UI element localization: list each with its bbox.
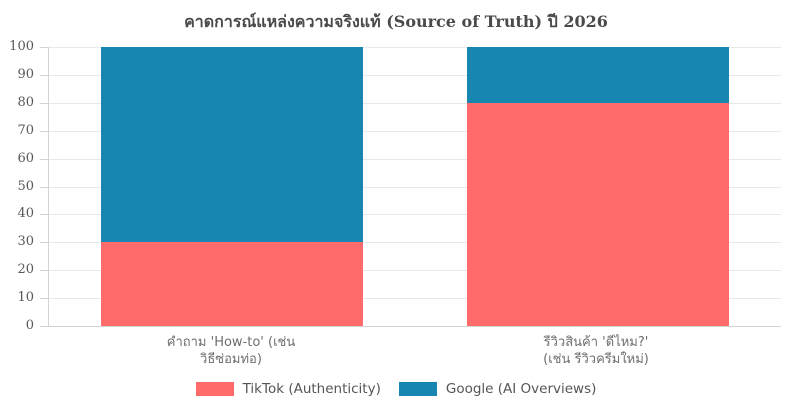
gridline <box>49 102 781 104</box>
y-tick-label: 50 <box>17 178 34 194</box>
gridline <box>49 242 781 244</box>
y-tick <box>40 186 48 188</box>
x-tick-label-line: รีวิวสินค้า 'ดีไหม?' <box>543 335 649 350</box>
y-tick-label: 80 <box>17 94 34 110</box>
gridline <box>49 298 781 300</box>
bar-0 <box>101 47 363 326</box>
y-tick <box>40 158 48 160</box>
y-tick <box>40 102 48 104</box>
gridline <box>49 270 781 272</box>
y-tick-label: 10 <box>17 290 34 306</box>
y-tick <box>40 47 48 48</box>
chart-title: คาดการณ์แหล่งความจริงแท้ (Source of Trut… <box>184 12 608 31</box>
y-tick <box>40 242 48 244</box>
plot-area <box>48 47 781 327</box>
gridline <box>49 130 781 132</box>
legend: TikTok (Authenticity) Google (AI Overvie… <box>0 381 792 397</box>
x-tick-label-line: วิธีซ่อมท่อ) <box>200 352 262 367</box>
legend-swatch-tiktok <box>195 382 234 396</box>
bar-segment-google-ai-overviews <box>467 47 729 103</box>
y-tick <box>40 214 48 216</box>
y-tick-label: 100 <box>9 39 34 54</box>
y-tick-label: 90 <box>17 66 34 82</box>
x-tick-label-line: คำถาม 'How-to' (เช่น <box>166 335 296 350</box>
y-tick <box>40 326 48 327</box>
gridline <box>49 186 781 188</box>
gridline <box>49 74 781 76</box>
y-tick-label: 20 <box>17 262 34 278</box>
x-tick-label-line: (เช่น รีวิวครีมใหม่) <box>543 352 649 367</box>
bar-segment-google-ai-overviews <box>101 47 363 243</box>
y-tick <box>40 130 48 132</box>
y-tick <box>40 270 48 272</box>
bar-1 <box>467 47 729 326</box>
gridline <box>49 47 781 48</box>
legend-label-google: Google (AI Overviews) <box>445 381 597 397</box>
bar-segment-tiktok-authenticity <box>467 102 729 326</box>
y-tick-label: 70 <box>17 122 34 138</box>
bar-segment-tiktok-authenticity <box>101 242 363 326</box>
legend-swatch-google <box>398 382 437 396</box>
y-tick-label: 0 <box>25 318 34 333</box>
y-tick-label: 30 <box>17 234 34 250</box>
gridline <box>49 214 781 216</box>
y-tick-label: 40 <box>17 206 34 222</box>
y-tick-label: 60 <box>17 150 34 166</box>
legend-item-google[interactable]: Google (AI Overviews) <box>398 381 597 397</box>
legend-label-tiktok: TikTok (Authenticity) <box>242 381 381 397</box>
y-tick <box>40 298 48 300</box>
x-tick-label-howto: คำถาม 'How-to' (เช่น วิธีซ่อมท่อ) <box>71 334 391 368</box>
gridline <box>49 158 781 160</box>
x-tick-label-review: รีวิวสินค้า 'ดีไหม?' (เช่น รีวิวครีมใหม่… <box>436 334 756 368</box>
y-tick <box>40 74 48 76</box>
legend-item-tiktok[interactable]: TikTok (Authenticity) <box>195 381 381 397</box>
